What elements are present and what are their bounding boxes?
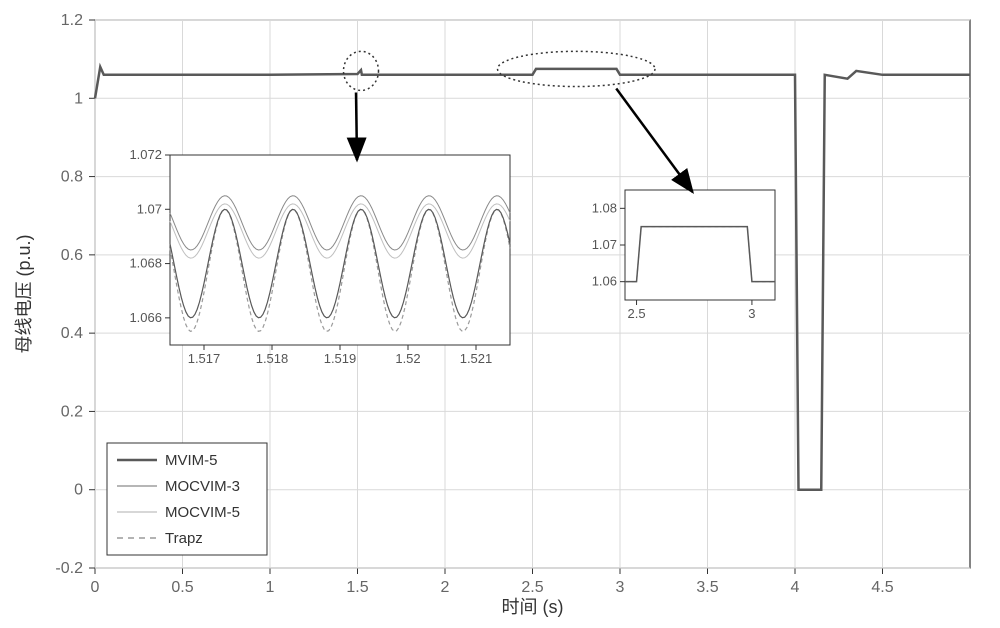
inset1-xtick: 1.518 (256, 351, 289, 366)
ytick-label: 0.2 (61, 403, 83, 420)
inset1-xtick: 1.517 (188, 351, 221, 366)
xtick-label: 1.5 (346, 579, 368, 596)
xtick-label: 2.5 (521, 579, 543, 596)
xtick-label: 4 (791, 579, 800, 596)
chart-svg: 00.511.522.533.544.5-0.200.20.40.60.811.… (0, 0, 1000, 628)
inset2-ytick: 1.08 (592, 200, 617, 215)
chart-container: 00.511.522.533.544.5-0.200.20.40.60.811.… (0, 0, 1000, 628)
ytick-label: 0.4 (61, 325, 83, 342)
xtick-label: 3.5 (696, 579, 718, 596)
legend-label: MOCVIM-5 (165, 504, 240, 521)
inset-1 (170, 155, 510, 345)
inset2-ytick: 1.07 (592, 237, 617, 252)
inset1-ytick: 1.07 (137, 201, 162, 216)
inset2-xtick: 2.5 (627, 306, 645, 321)
ytick-label: -0.2 (55, 560, 83, 577)
inset-2 (625, 190, 775, 300)
xtick-label: 3 (616, 579, 625, 596)
callout-arrow-1 (356, 92, 357, 160)
legend-label: MOCVIM-3 (165, 478, 240, 495)
inset1-xtick: 1.52 (395, 351, 420, 366)
ytick-label: 0 (74, 482, 83, 499)
ytick-label: 0.8 (61, 169, 83, 186)
ytick-label: 1 (74, 90, 83, 107)
inset2-xtick: 3 (748, 306, 755, 321)
xtick-label: 4.5 (871, 579, 893, 596)
legend-label: Trapz (165, 530, 203, 547)
xtick-label: 0 (91, 579, 100, 596)
inset1-xtick: 1.521 (460, 351, 493, 366)
xtick-label: 0.5 (171, 579, 193, 596)
ytick-label: 0.6 (61, 247, 83, 264)
inset1-ytick: 1.066 (129, 310, 162, 325)
inset2-ytick: 1.06 (592, 274, 617, 289)
inset1-ytick: 1.072 (129, 147, 162, 162)
xtick-label: 1 (266, 579, 275, 596)
ytick-label: 1.2 (61, 12, 83, 29)
inset1-ytick: 1.068 (129, 256, 162, 271)
legend-label: MVIM-5 (165, 452, 218, 469)
inset1-xtick: 1.519 (324, 351, 357, 366)
y-axis-label: 母线电压 (p.u.) (14, 234, 34, 353)
x-axis-label: 时间 (s) (502, 597, 564, 617)
xtick-label: 2 (441, 579, 450, 596)
